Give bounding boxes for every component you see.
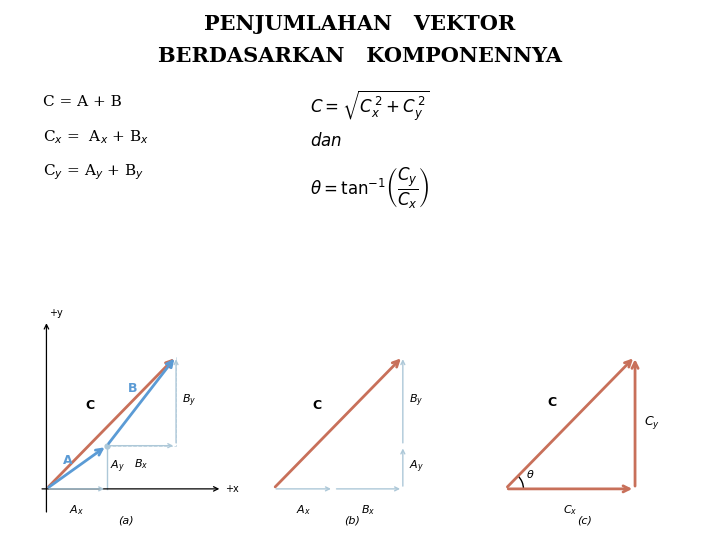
Text: A: A bbox=[63, 454, 73, 467]
Text: C: C bbox=[312, 399, 321, 412]
Text: BERDASARKAN   KOMPONENNYA: BERDASARKAN KOMPONENNYA bbox=[158, 46, 562, 66]
Text: (a): (a) bbox=[118, 516, 133, 525]
Text: C = A + B: C = A + B bbox=[43, 94, 122, 109]
Text: C: C bbox=[85, 399, 94, 412]
Text: PENJUMLAHAN   VEKTOR: PENJUMLAHAN VEKTOR bbox=[204, 14, 516, 33]
Text: +y: +y bbox=[49, 307, 63, 318]
Text: $B_x$: $B_x$ bbox=[135, 457, 148, 471]
Text: C: C bbox=[547, 396, 556, 409]
Text: (c): (c) bbox=[577, 516, 592, 525]
Text: (b): (b) bbox=[344, 516, 361, 525]
Text: C$_x$ =  A$_x$ + B$_x$: C$_x$ = A$_x$ + B$_x$ bbox=[43, 129, 149, 146]
Text: $B_y$: $B_y$ bbox=[182, 393, 196, 409]
Text: C$_y$ = A$_y$ + B$_y$: C$_y$ = A$_y$ + B$_y$ bbox=[43, 163, 145, 182]
Text: $A_y$: $A_y$ bbox=[409, 459, 423, 476]
Text: $\theta$: $\theta$ bbox=[526, 468, 534, 480]
Text: +x: +x bbox=[225, 484, 239, 494]
Text: $C = \sqrt{C_x^{\,2} + C_y^{\,2}}$: $C = \sqrt{C_x^{\,2} + C_y^{\,2}}$ bbox=[310, 89, 429, 123]
Text: $B_x$: $B_x$ bbox=[361, 503, 375, 517]
Text: B: B bbox=[128, 382, 138, 395]
Text: $A_y$: $A_y$ bbox=[109, 459, 125, 476]
Text: $\theta = \tan^{-1}\!\left(\dfrac{C_y}{C_x}\right)$: $\theta = \tan^{-1}\!\left(\dfrac{C_y}{C… bbox=[310, 165, 429, 210]
Text: $A_x$: $A_x$ bbox=[296, 503, 311, 517]
Text: $C_x$: $C_x$ bbox=[563, 503, 577, 517]
Text: $B_y$: $B_y$ bbox=[409, 393, 423, 409]
Text: $C_y$: $C_y$ bbox=[644, 414, 660, 431]
Text: $\mathit{dan}$: $\mathit{dan}$ bbox=[310, 132, 342, 150]
Text: $A_x$: $A_x$ bbox=[69, 503, 84, 517]
